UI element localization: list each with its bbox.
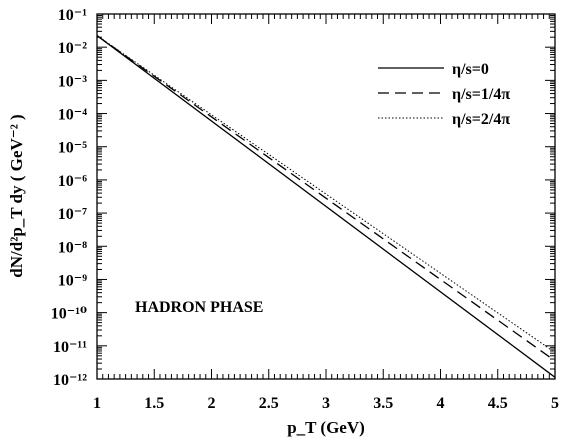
y-tick-label: 10⁻⁵ (58, 140, 87, 157)
y-tick-label: 10⁻⁶ (58, 173, 87, 190)
y-tick-labels: 10⁻¹² 10⁻¹¹ 10⁻¹⁰ 10⁻⁹ 10⁻⁸ 10⁻⁷ 10⁻⁶ 10⁻⁵ 10⁻⁴ 1… (51, 7, 87, 389)
y-tick-label: 10⁻¹¹ (53, 339, 87, 356)
y-tick-label: 10⁻¹ (58, 7, 87, 24)
y-tick-label: 10⁻³ (58, 73, 87, 90)
y-tick-label: 10⁻⁷ (58, 206, 87, 223)
x-tick-label: 3 (322, 395, 330, 412)
y-tick-label: 10⁻⁸ (58, 239, 87, 256)
data-series (96, 35, 556, 378)
x-tick-label: 5 (551, 395, 559, 412)
x-tick-labels: 1 1.5 2 2.5 3 3.5 4 4.5 5 (93, 395, 559, 412)
y-axis-title: dN/d²p_T dy ( GeV⁻² ) (7, 114, 26, 277)
y-tick-label: 10⁻⁴ (58, 107, 87, 124)
x-tick-label: 1.5 (144, 395, 164, 412)
x-tick-label: 4.5 (488, 395, 508, 412)
x-tick-label: 2 (208, 395, 216, 412)
y-tick-label: 10⁻¹² (53, 372, 87, 389)
x-tick-label: 2.5 (259, 395, 279, 412)
x-tick-label: 3.5 (373, 395, 393, 412)
y-tick-label: 10⁻¹⁰ (51, 306, 87, 323)
x-tick-label: 1 (93, 395, 101, 412)
legend-label-3: η/s=2/4π (452, 111, 510, 128)
series-line-1 (96, 35, 556, 378)
legend-label-1: η/s=0 (452, 61, 489, 78)
legend-label-2: η/s=1/4π (452, 86, 510, 103)
legend: η/s=0 η/s=1/4π η/s=2/4π (378, 61, 510, 128)
y-tick-label: 10⁻⁹ (58, 272, 87, 289)
axis-ticks (96, 13, 556, 380)
annotation-hadron-phase: HADRON PHASE (135, 299, 263, 316)
series-line-2 (96, 35, 556, 362)
x-tick-label: 4 (437, 395, 445, 412)
y-tick-label: 10⁻² (58, 40, 87, 57)
x-axis-title: p_T (GeV) (287, 418, 365, 437)
